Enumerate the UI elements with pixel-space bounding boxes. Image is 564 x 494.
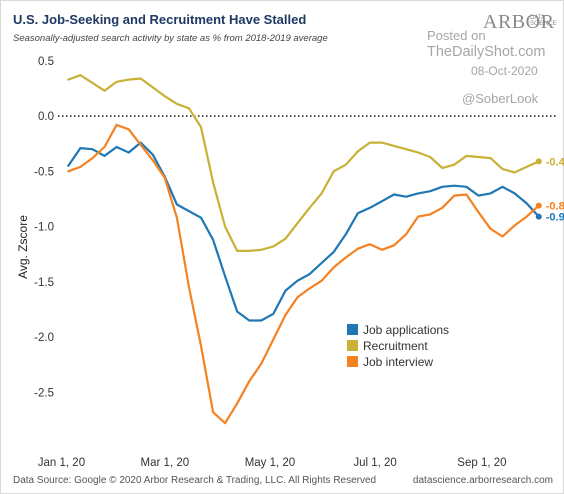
legend-label: Recruitment	[363, 339, 428, 353]
x-tick-label: Jul 1, 20	[353, 457, 396, 469]
chart-title: U.S. Job-Seeking and Recruitment Have St…	[13, 12, 307, 27]
x-tick-label: Sep 1, 20	[457, 457, 506, 469]
data-source-note: Data Source: Google © 2020 Arbor Researc…	[13, 475, 377, 486]
y-tick-label: 0.5	[38, 56, 54, 68]
x-tick-label: May 1, 20	[245, 457, 296, 469]
y-tick-label: -1.0	[34, 222, 54, 234]
y-tick-label: -2.0	[34, 332, 54, 344]
series-line	[67, 74, 540, 252]
x-tick-label: Mar 1, 20	[141, 457, 190, 469]
y-axis-label: Avg. Zscore	[16, 215, 30, 279]
legend-label: Job interview	[363, 355, 433, 369]
site-credit: datascience.arborresearch.com	[412, 475, 553, 486]
legend-label: Job applications	[363, 323, 449, 337]
series-end-label: -0.9	[546, 212, 564, 224]
watermark-posted-on: Posted on	[427, 28, 486, 43]
legend-swatch	[347, 356, 358, 367]
series-line	[67, 123, 540, 425]
series-end-point	[535, 158, 542, 165]
arbor-logo-subtext: DATA SCIENCE	[530, 15, 557, 27]
series-end-label: -0.8	[546, 201, 564, 213]
series-end-point	[535, 213, 542, 220]
legend-swatch	[347, 324, 358, 335]
watermark-site: TheDailyShot.com	[427, 44, 546, 60]
chart-subtitle: Seasonally-adjusted search activity by s…	[13, 33, 328, 44]
series-end-label: -0.4	[546, 156, 564, 168]
y-tick-label: 0.0	[38, 111, 54, 123]
watermark-date: 08-Oct-2020	[471, 64, 538, 78]
y-tick-label: -2.5	[34, 387, 54, 399]
series-line	[67, 141, 540, 322]
y-tick-label: -0.5	[34, 166, 54, 178]
series-end-point	[535, 202, 542, 209]
x-tick-label: Jan 1, 20	[38, 457, 85, 469]
watermark-handle: @SoberLook	[462, 91, 539, 106]
legend-swatch	[347, 340, 358, 351]
arbor-logo: ARBOR	[483, 11, 555, 33]
y-tick-label: -1.5	[34, 277, 54, 289]
